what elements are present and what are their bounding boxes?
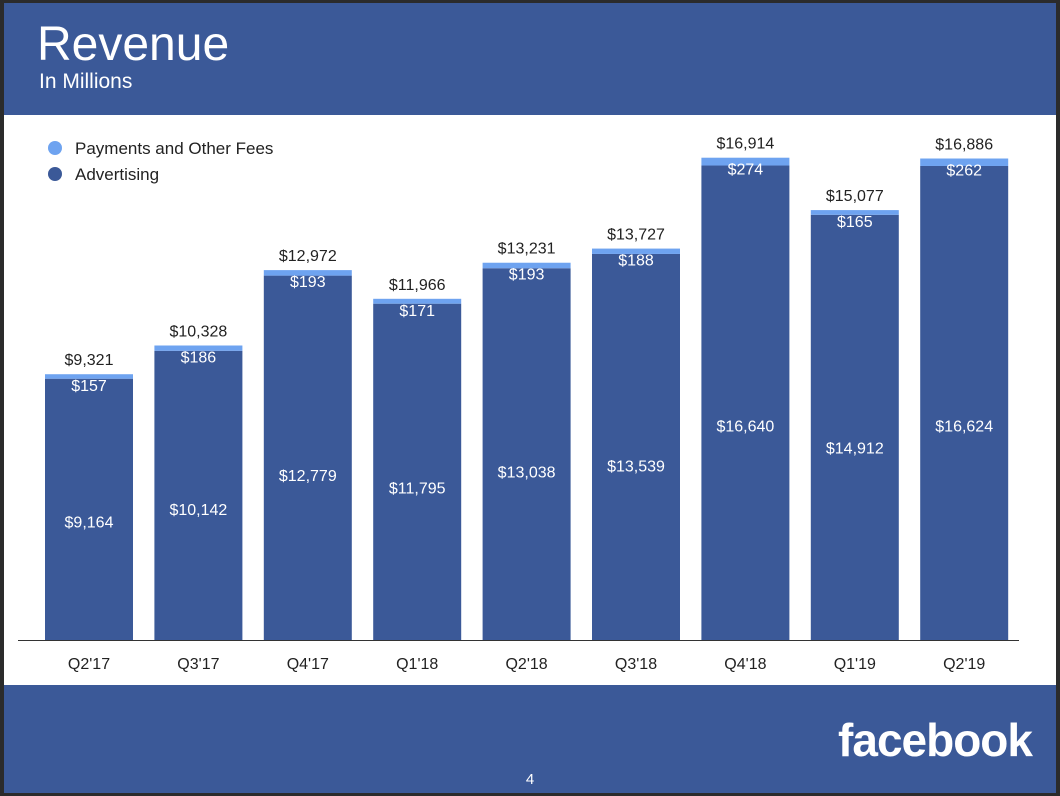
total-value-label: $11,966 bbox=[389, 277, 446, 294]
payments-bar bbox=[154, 345, 243, 351]
total-value-label: $16,914 bbox=[716, 136, 774, 153]
payments-bar bbox=[263, 270, 352, 276]
advertising-value-label: $13,038 bbox=[498, 465, 556, 482]
x-tick-label: Q1'18 bbox=[396, 656, 438, 673]
payments-value-label: $188 bbox=[618, 253, 654, 270]
total-value-label: $13,727 bbox=[607, 227, 665, 244]
total-value-label: $15,077 bbox=[826, 188, 884, 205]
x-tick-label: Q4'18 bbox=[724, 656, 766, 673]
advertising-value-label: $9,164 bbox=[65, 514, 114, 531]
advertising-bar bbox=[373, 303, 462, 640]
legend-label: Payments and Other Fees bbox=[75, 139, 273, 158]
payments-value-label: $193 bbox=[290, 274, 326, 291]
x-tick-label: Q1'19 bbox=[834, 656, 876, 673]
x-tick-label: Q2'17 bbox=[68, 656, 110, 673]
slide-footer: facebook 4 bbox=[4, 685, 1056, 793]
x-tick-label: Q3'18 bbox=[615, 656, 657, 673]
total-value-label: $12,972 bbox=[279, 248, 337, 265]
payments-value-label: $274 bbox=[728, 162, 764, 179]
legend-marker bbox=[48, 141, 62, 155]
advertising-bar bbox=[482, 268, 571, 640]
slide: Revenue In Millions $9,164 $157 $9,321 Q2'1… bbox=[4, 3, 1056, 793]
advertising-bar bbox=[45, 378, 133, 640]
advertising-value-label: $16,624 bbox=[935, 419, 993, 436]
advertising-value-label: $16,640 bbox=[716, 418, 774, 435]
revenue-bar-chart: $9,164 $157 $9,321 Q2'17 $10,142 $186 $10,328 Q… bbox=[18, 136, 1019, 673]
total-value-label: $16,886 bbox=[935, 137, 993, 154]
advertising-value-label: $13,539 bbox=[607, 458, 665, 475]
advertising-bar bbox=[263, 275, 352, 640]
total-value-label: $9,321 bbox=[65, 352, 114, 369]
x-tick-label: Q2'19 bbox=[943, 656, 985, 673]
payments-value-label: $165 bbox=[837, 214, 873, 231]
advertising-bar bbox=[920, 165, 1009, 640]
legend-marker bbox=[48, 167, 62, 181]
payments-bar bbox=[482, 262, 571, 269]
x-tick-label: Q3'17 bbox=[177, 656, 219, 673]
advertising-bar bbox=[701, 165, 790, 640]
payments-bar bbox=[45, 374, 133, 379]
slide-title: Revenue bbox=[37, 18, 230, 71]
x-tick-label: Q2'18 bbox=[505, 656, 547, 673]
payments-value-label: $157 bbox=[71, 378, 107, 395]
payments-bar bbox=[373, 298, 462, 304]
chart-panel: $9,164 $157 $9,321 Q2'17 $10,142 $186 $10,328 Q… bbox=[4, 115, 1056, 685]
advertising-bar bbox=[154, 350, 243, 640]
advertising-bar bbox=[592, 253, 680, 641]
payments-bar bbox=[592, 248, 680, 254]
advertising-value-label: $14,912 bbox=[826, 441, 884, 458]
payments-value-label: $262 bbox=[946, 163, 982, 180]
x-tick-label: Q4'17 bbox=[287, 656, 329, 673]
advertising-value-label: $11,795 bbox=[389, 481, 446, 498]
advertising-value-label: $10,142 bbox=[169, 502, 227, 519]
payments-value-label: $171 bbox=[399, 303, 435, 320]
legend-label: Advertising bbox=[75, 165, 159, 184]
slide-subtitle: In Millions bbox=[39, 70, 133, 93]
page-number: 4 bbox=[525, 771, 535, 788]
advertising-bar bbox=[810, 214, 899, 640]
slide-header: Revenue In Millions bbox=[4, 3, 1056, 115]
payments-value-label: $193 bbox=[509, 267, 545, 284]
advertising-value-label: $12,779 bbox=[279, 468, 337, 485]
payments-bar bbox=[920, 158, 1009, 166]
total-value-label: $13,231 bbox=[498, 241, 556, 258]
payments-bar bbox=[810, 210, 899, 215]
total-value-label: $10,328 bbox=[169, 324, 227, 341]
payments-bar bbox=[701, 157, 790, 166]
payments-value-label: $186 bbox=[181, 350, 217, 367]
facebook-logo: facebook bbox=[838, 714, 1033, 766]
